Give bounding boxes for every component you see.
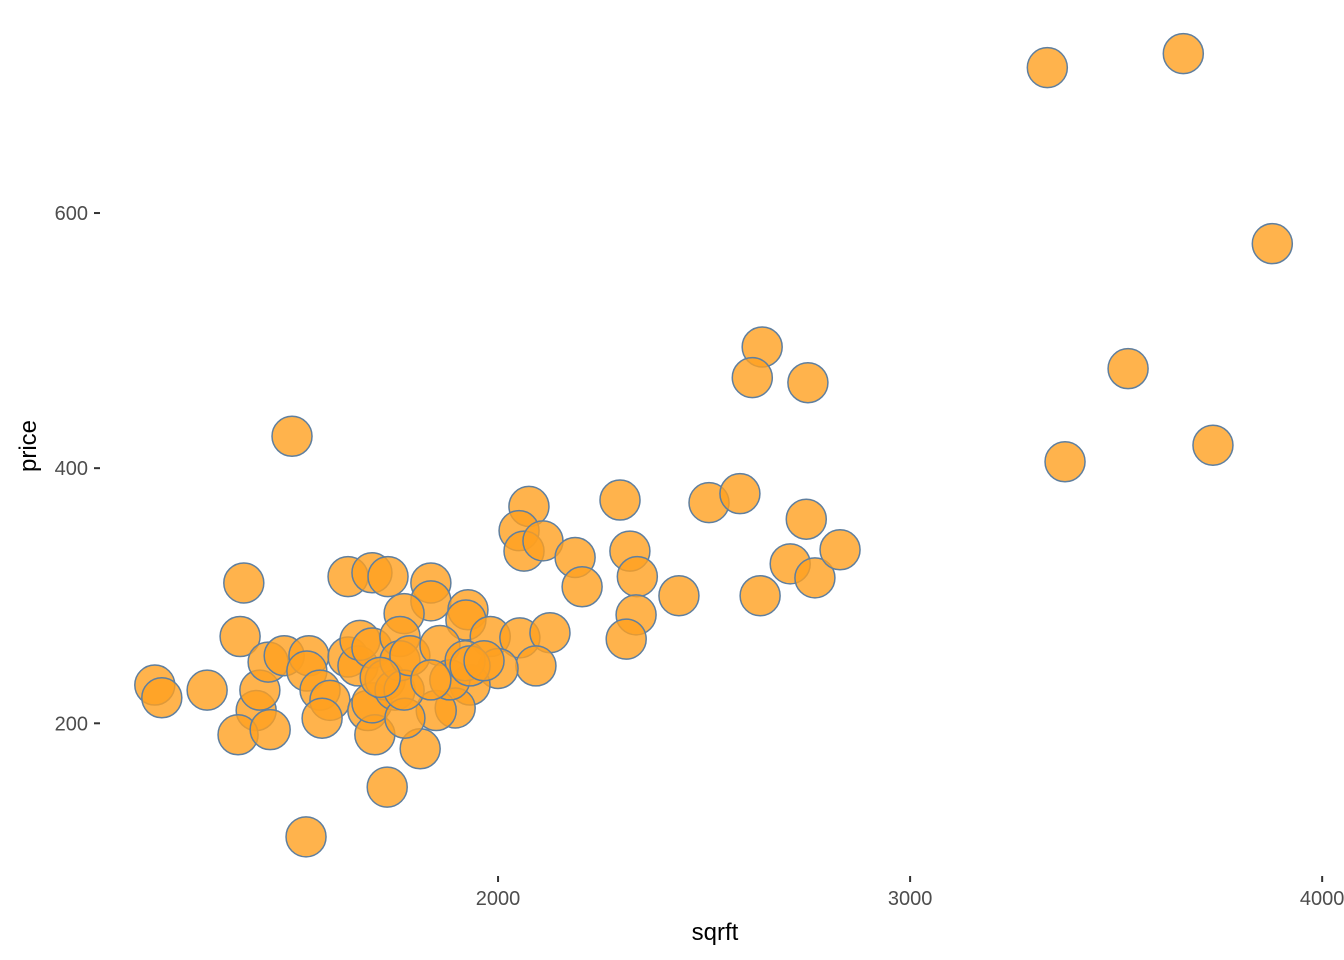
- point: [1044, 441, 1086, 483]
- point: [658, 574, 700, 617]
- y-tick-label: 400: [55, 458, 88, 480]
- point: [561, 566, 603, 608]
- point: [219, 615, 261, 658]
- point: [1107, 347, 1149, 390]
- point: [819, 529, 861, 571]
- point: [1192, 424, 1234, 466]
- point: [249, 708, 291, 751]
- point: [731, 356, 774, 399]
- point: [271, 415, 313, 458]
- point: [463, 640, 505, 682]
- y-tick-label: 600: [55, 203, 88, 225]
- point: [605, 618, 647, 660]
- point: [787, 361, 829, 404]
- point: [515, 645, 557, 687]
- point: [301, 697, 343, 739]
- point: [285, 816, 327, 858]
- point: [785, 498, 828, 540]
- point: [223, 562, 265, 604]
- point: [1026, 46, 1069, 89]
- x-tick-label: 3000: [888, 888, 933, 910]
- point: [794, 557, 836, 599]
- point: [1251, 222, 1294, 265]
- y-tick-label: 200: [55, 713, 88, 735]
- point: [366, 766, 408, 808]
- point: [599, 479, 641, 521]
- point: [1162, 32, 1205, 75]
- point: [186, 669, 228, 711]
- x-tick-label: 2000: [476, 888, 521, 910]
- x-axis-title: sqrft: [692, 919, 739, 946]
- point: [739, 574, 781, 617]
- x-tick-label: 4000: [1300, 888, 1344, 910]
- point: [141, 677, 183, 719]
- point: [410, 659, 452, 701]
- point: [367, 555, 409, 598]
- point: [616, 555, 659, 598]
- point: [359, 656, 401, 699]
- y-axis-title: price: [15, 420, 42, 472]
- point: [719, 472, 761, 515]
